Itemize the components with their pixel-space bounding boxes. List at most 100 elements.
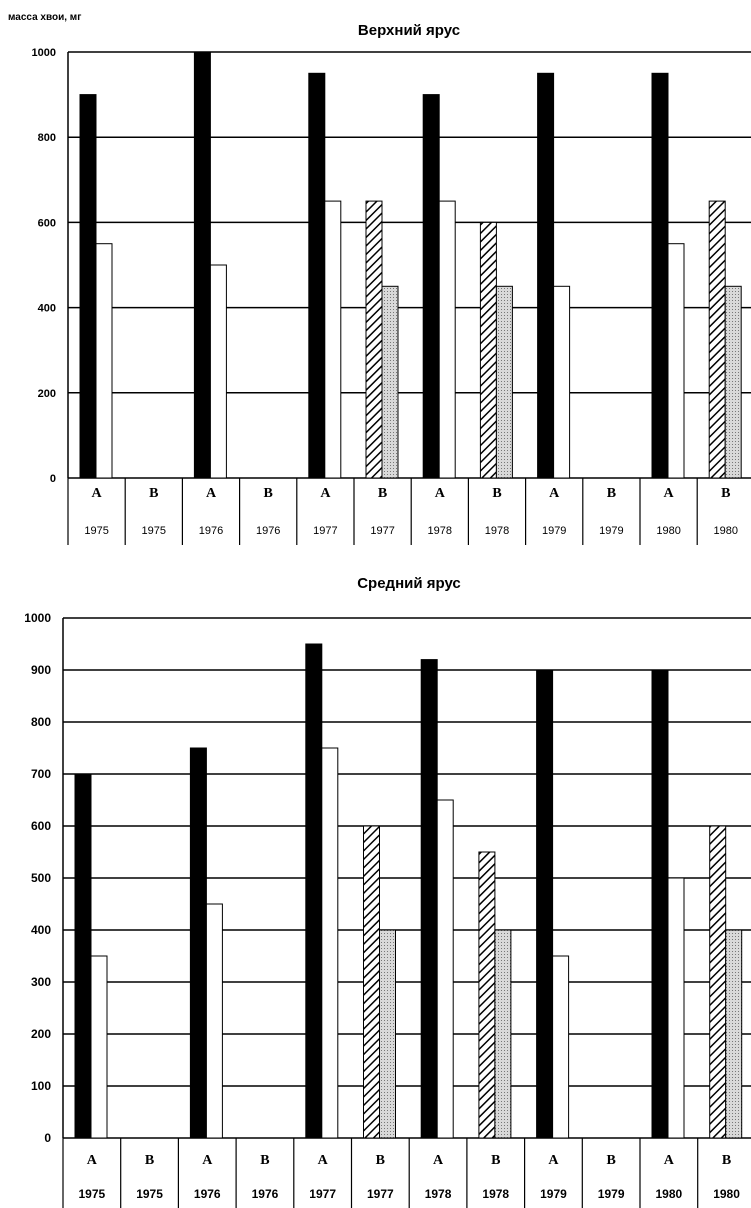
bar-white — [667, 877, 685, 1139]
bar-dotted — [381, 285, 399, 479]
x-tick-year: 1978 — [425, 1187, 452, 1201]
y-tick-label: 0 — [50, 473, 56, 485]
chart-middle-tier: Средний ярус 0 100 200 300 400 500 600 700 800 90… — [24, 575, 751, 1208]
bar-hatched — [708, 200, 726, 479]
bar-white — [436, 799, 454, 1139]
x-tick-letter: А — [549, 486, 560, 501]
x-tick-year: 1977 — [313, 525, 337, 537]
bar-black — [537, 72, 555, 479]
bar-hatched — [363, 825, 380, 1139]
x-tick-letter: А — [202, 1153, 213, 1168]
chart-2-gridlines — [62, 617, 751, 1139]
x-tick-letter: А — [92, 486, 103, 501]
bar-white — [90, 955, 108, 1139]
x-tick-year: 1979 — [540, 1187, 567, 1201]
x-tick-letter: В — [264, 486, 273, 501]
bar-white — [205, 903, 223, 1139]
x-tick-year: 1979 — [542, 525, 566, 537]
x-tick-year: 1977 — [309, 1187, 336, 1201]
x-tick-letter: В — [491, 1153, 500, 1168]
x-tick-letter: В — [260, 1153, 269, 1168]
x-tick-year: 1976 — [194, 1187, 221, 1201]
x-tick-letter: В — [607, 486, 616, 501]
x-tick-letter: В — [606, 1153, 615, 1168]
y-tick-label: 600 — [31, 819, 51, 833]
chart-2-bars — [74, 643, 743, 1139]
bar-hatched — [365, 200, 383, 479]
bar-dotted — [379, 929, 396, 1139]
bar-white — [321, 747, 339, 1139]
bar-white — [552, 955, 570, 1139]
bar-white — [324, 200, 342, 479]
x-tick-letter: А — [318, 1153, 329, 1168]
x-tick-year: 1975 — [142, 525, 166, 537]
x-tick-year: 1978 — [485, 525, 509, 537]
bar-dotted — [725, 929, 743, 1139]
x-tick-year: 1979 — [598, 1187, 625, 1201]
x-tick-letter: В — [376, 1153, 385, 1168]
x-tick-year: 1975 — [78, 1187, 105, 1201]
bar-dotted — [495, 285, 513, 479]
bar-white — [438, 200, 456, 479]
x-tick-letter: А — [206, 486, 217, 501]
chart-2-x-axis: А 1975 В 1975 А 1976 В 1976 А 1977 В 1977 А 1978 В 1978… — [62, 1138, 740, 1208]
x-tick-letter: В — [492, 486, 501, 501]
bar-black — [651, 669, 669, 1139]
bar-white — [667, 243, 685, 479]
y-tick-label: 400 — [31, 923, 51, 937]
x-tick-letter: А — [435, 486, 446, 501]
bar-black — [536, 669, 554, 1139]
y-tick-label: 1000 — [32, 47, 56, 59]
bar-hatched — [709, 825, 727, 1139]
x-tick-year: 1975 — [136, 1187, 163, 1201]
bar-black — [651, 72, 669, 479]
y-tick-label: 1000 — [24, 611, 51, 625]
x-tick-letter: А — [664, 1153, 675, 1168]
bar-dotted — [724, 285, 742, 479]
bar-black — [193, 51, 211, 479]
x-tick-letter: В — [378, 486, 387, 501]
chart-upper-tier: масса хвои, мг Верхний ярус 0 200 400 600 80… — [8, 12, 751, 545]
x-tick-year: 1978 — [482, 1187, 509, 1201]
y-tick-label: 400 — [38, 303, 56, 315]
x-tick-year: 1978 — [428, 525, 452, 537]
x-tick-year: 1980 — [713, 1187, 740, 1201]
x-tick-year: 1979 — [599, 525, 623, 537]
bar-black — [74, 773, 92, 1139]
x-tick-letter: А — [87, 1153, 98, 1168]
y-tick-label: 800 — [38, 132, 56, 144]
x-tick-year: 1980 — [656, 525, 680, 537]
chart-1-gridlines — [67, 51, 751, 479]
chart-1-ylabel: масса хвои, мг — [8, 12, 81, 23]
y-tick-label: 200 — [31, 1027, 51, 1041]
x-tick-year: 1976 — [252, 1187, 279, 1201]
bar-black — [308, 72, 326, 479]
bar-black — [420, 659, 438, 1139]
bar-hatched — [478, 851, 496, 1139]
y-tick-label: 700 — [31, 767, 51, 781]
x-tick-letter: А — [433, 1153, 444, 1168]
y-tick-label: 800 — [31, 715, 51, 729]
x-tick-year: 1975 — [84, 525, 108, 537]
bar-black — [189, 747, 207, 1139]
x-tick-letter: В — [722, 1153, 731, 1168]
y-tick-label: 100 — [31, 1079, 51, 1093]
x-tick-year: 1976 — [256, 525, 280, 537]
bar-white — [209, 264, 227, 479]
x-tick-year: 1977 — [367, 1187, 394, 1201]
bar-dotted — [494, 929, 512, 1139]
chart-1-title: Верхний ярус — [358, 22, 460, 39]
chart-1-x-axis: А 1975 В 1975 А 1976 В 1976 А 1977 В 1977 А 1978 В 1978… — [67, 478, 738, 545]
x-tick-letter: А — [320, 486, 331, 501]
chart-2-y-ticks: 0 100 200 300 400 500 600 700 800 900 1000 — [24, 611, 51, 1145]
bar-black — [422, 94, 440, 479]
bar-white — [553, 285, 571, 479]
x-tick-year: 1980 — [714, 525, 738, 537]
x-tick-letter: В — [149, 486, 158, 501]
x-tick-year: 1976 — [199, 525, 223, 537]
x-tick-year: 1980 — [655, 1187, 682, 1201]
y-tick-label: 600 — [38, 217, 56, 229]
bar-black — [305, 643, 323, 1139]
x-tick-letter: А — [664, 486, 675, 501]
y-tick-label: 500 — [31, 871, 51, 885]
